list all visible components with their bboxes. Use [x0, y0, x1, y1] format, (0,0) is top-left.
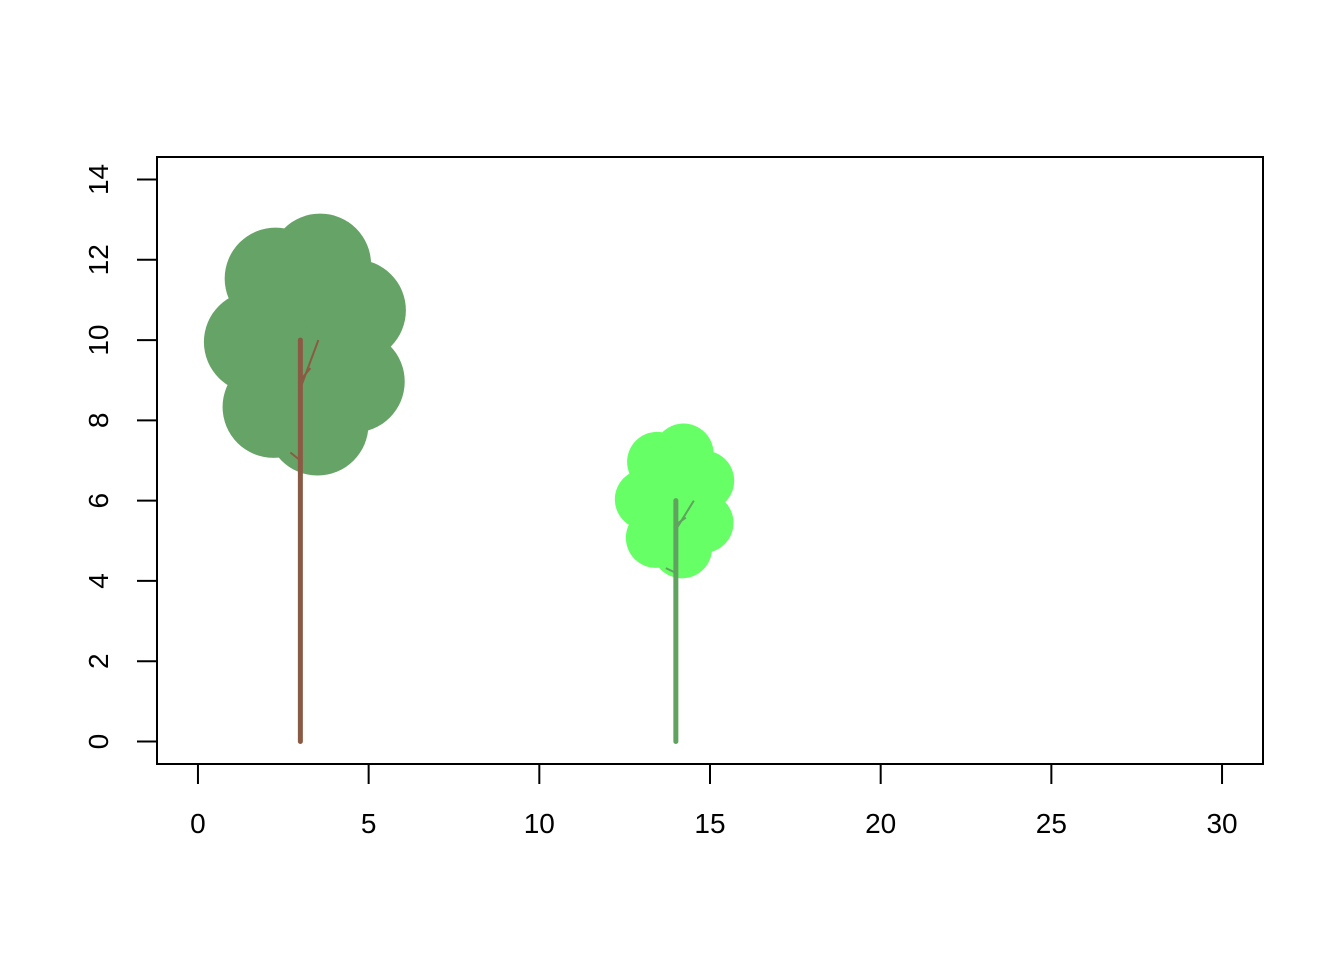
- x-tick-label: 30: [1206, 808, 1237, 839]
- crown-lobe: [224, 227, 327, 330]
- y-tick-label: 8: [83, 413, 114, 429]
- x-tick-label: 15: [694, 808, 725, 839]
- x-tick-label: 10: [524, 808, 555, 839]
- crown-lobe: [627, 431, 688, 493]
- crown-lobe: [304, 259, 406, 362]
- tree-1: [203, 213, 406, 745]
- tree-branch: [289, 451, 301, 462]
- tree-branch: [299, 339, 320, 389]
- y-tick-label: 6: [83, 493, 114, 509]
- y-tick-label: 10: [83, 324, 114, 355]
- y-tick-label: 14: [83, 164, 114, 195]
- x-tick-label: 0: [190, 808, 206, 839]
- x-tick-label: 5: [361, 808, 377, 839]
- tree-branch: [675, 500, 695, 531]
- y-tick-label: 2: [83, 653, 114, 669]
- tree-crown: [203, 213, 406, 476]
- x-tick-label: 25: [1036, 808, 1067, 839]
- x-axis: 0 5 10 15 20 25 30: [190, 763, 1238, 839]
- crown-lobe: [673, 450, 735, 511]
- tree-marks: [203, 213, 735, 745]
- tree-2: [614, 423, 735, 745]
- tree-crown: [614, 423, 735, 579]
- y-tick-label: 4: [83, 573, 114, 589]
- y-tick-label: 0: [83, 734, 114, 750]
- x-tick-label: 20: [865, 808, 896, 839]
- tree-branch: [665, 567, 677, 574]
- y-axis: 0 2 4 6 8 10 12 14: [83, 164, 158, 750]
- y-tick-label: 12: [83, 244, 114, 275]
